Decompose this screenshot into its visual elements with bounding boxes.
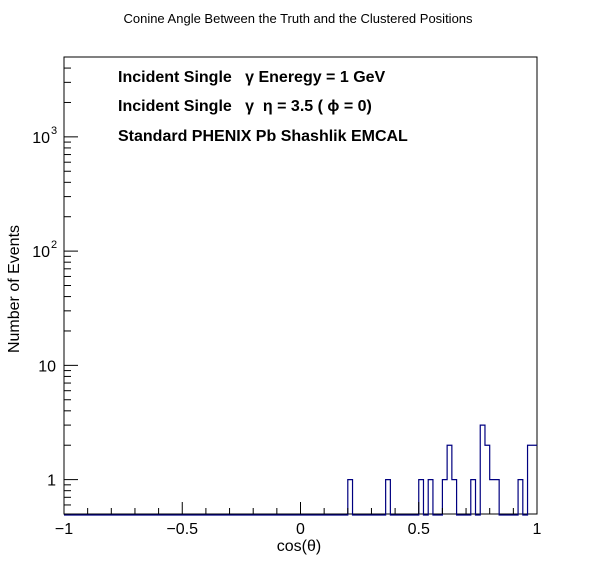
x-tick-label: 0.5 bbox=[408, 521, 430, 538]
y-tick-label: 10 bbox=[32, 244, 50, 261]
chart-title: Conine Angle Between the Truth and the C… bbox=[123, 11, 473, 26]
x-tick-label: 0 bbox=[296, 521, 305, 538]
y-axis-label: Number of Events bbox=[6, 225, 23, 353]
y-tick-label: 10 bbox=[32, 130, 50, 147]
y-tick-exponent: 3 bbox=[51, 125, 57, 137]
annotation-eta: Incident Single γ η = 3.5 ( ϕ = 0) bbox=[118, 98, 372, 115]
x-axis-label: cos(θ) bbox=[277, 538, 321, 555]
x-tick-label: −1 bbox=[55, 521, 73, 538]
y-tick-exponent: 2 bbox=[51, 239, 57, 251]
annotation-detector: Standard PHENIX Pb Shashlik EMCAL bbox=[118, 128, 408, 145]
plot-frame bbox=[63, 56, 538, 515]
annotation-energy: Incident Single γ Eneregy = 1 GeV bbox=[118, 69, 386, 86]
histogram-line bbox=[64, 424, 537, 516]
y-tick-label: 1 bbox=[47, 473, 56, 490]
x-tick-label: −0.5 bbox=[166, 521, 198, 538]
x-tick-label: 1 bbox=[533, 521, 542, 538]
y-tick-label: 10 bbox=[38, 358, 56, 375]
